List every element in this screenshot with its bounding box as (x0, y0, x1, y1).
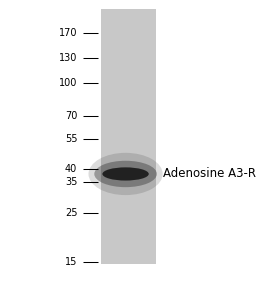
Text: 170: 170 (59, 28, 77, 38)
Text: 100: 100 (59, 78, 77, 88)
Ellipse shape (89, 153, 163, 195)
Ellipse shape (102, 167, 149, 181)
Bar (101, 9, 156, 264)
Ellipse shape (94, 161, 157, 187)
Text: 130: 130 (59, 53, 77, 63)
Text: 25: 25 (65, 208, 77, 218)
Text: 55: 55 (65, 134, 77, 144)
Text: Adenosine A3-R: Adenosine A3-R (163, 167, 256, 181)
Text: 15: 15 (65, 257, 77, 267)
Text: 35: 35 (65, 177, 77, 187)
Text: 70: 70 (65, 111, 77, 121)
Text: 40: 40 (65, 164, 77, 174)
